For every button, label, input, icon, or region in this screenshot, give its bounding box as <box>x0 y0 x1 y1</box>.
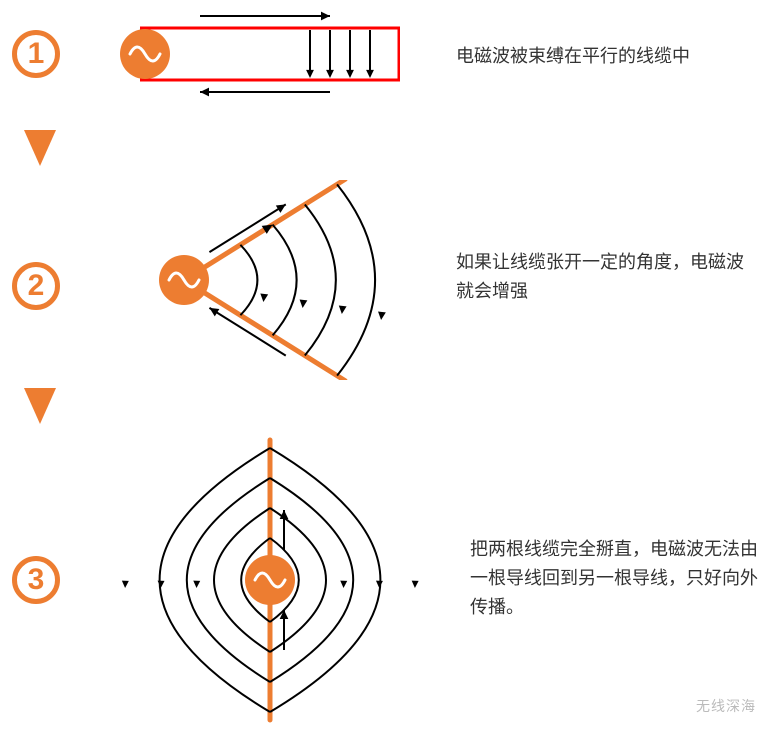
step-badge-3: 3 <box>12 556 60 604</box>
watermark-text: 无线深海 <box>696 696 756 716</box>
ac-source-icon <box>120 29 170 79</box>
diagram-opened-angle <box>140 180 420 380</box>
ac-source-icon <box>245 555 295 605</box>
step-2-description: 如果让线缆张开一定的角度，电磁波就会增强 <box>456 248 756 306</box>
diagram-dipole <box>100 430 440 730</box>
step-1-description: 电磁波被束缚在平行的线缆中 <box>456 42 766 71</box>
step-3-description: 把两根线缆完全掰直，电磁波无法由一根导线回到另一根导线，只好向外传播。 <box>470 535 760 621</box>
ac-source-icon <box>159 255 209 305</box>
flow-arrow-1 <box>24 130 56 166</box>
diagram-parallel-lines <box>110 14 400 94</box>
step-badge-1: 1 <box>12 30 60 78</box>
step-badge-label: 1 <box>28 37 45 71</box>
step-badge-label: 2 <box>28 269 45 303</box>
step-badge-label: 3 <box>28 563 45 597</box>
step-badge-2: 2 <box>12 262 60 310</box>
flow-arrow-2 <box>24 388 56 424</box>
